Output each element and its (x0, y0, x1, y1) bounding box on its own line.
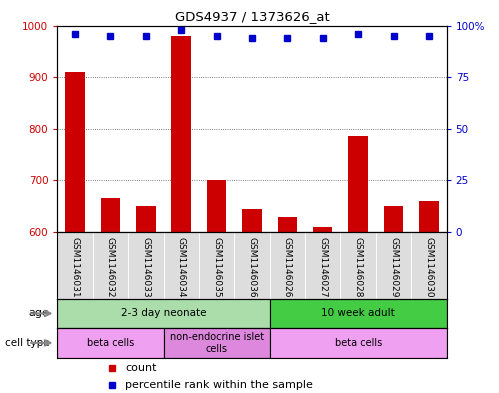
Text: beta cells: beta cells (334, 338, 382, 348)
Text: non-endocrine islet
cells: non-endocrine islet cells (170, 332, 263, 354)
Bar (57, 328, 164, 358)
Text: GSM1146031: GSM1146031 (70, 237, 79, 298)
Text: GSM1146029: GSM1146029 (389, 237, 398, 298)
Text: percentile rank within the sample: percentile rank within the sample (126, 380, 313, 390)
Text: GSM1146028: GSM1146028 (354, 237, 363, 298)
Bar (136, 206, 156, 232)
Text: GSM1146035: GSM1146035 (212, 237, 221, 298)
Text: GSM1146030: GSM1146030 (425, 237, 434, 298)
Bar (277, 217, 297, 232)
Text: 2-3 day neonate: 2-3 day neonate (121, 309, 206, 318)
Bar (269, 299, 447, 328)
Text: GSM1146036: GSM1146036 (248, 237, 256, 298)
Text: beta cells: beta cells (87, 338, 134, 348)
Bar (164, 328, 269, 358)
Bar (207, 180, 227, 232)
Text: 10 week adult: 10 week adult (321, 309, 395, 318)
Bar (57, 299, 269, 328)
Text: GSM1146026: GSM1146026 (283, 237, 292, 298)
Text: cell type: cell type (5, 338, 49, 348)
Text: count: count (126, 362, 157, 373)
Bar (348, 136, 368, 232)
Bar (101, 198, 120, 232)
Title: GDS4937 / 1373626_at: GDS4937 / 1373626_at (175, 10, 329, 23)
Bar (313, 227, 332, 232)
Text: GSM1146027: GSM1146027 (318, 237, 327, 298)
Bar (172, 36, 191, 232)
Text: GSM1146034: GSM1146034 (177, 237, 186, 298)
Text: age: age (29, 309, 49, 318)
Bar (243, 209, 261, 232)
Bar (419, 201, 439, 232)
Text: GSM1146032: GSM1146032 (106, 237, 115, 298)
Bar (269, 328, 447, 358)
Bar (65, 72, 85, 232)
Text: GSM1146033: GSM1146033 (141, 237, 150, 298)
Bar (384, 206, 403, 232)
